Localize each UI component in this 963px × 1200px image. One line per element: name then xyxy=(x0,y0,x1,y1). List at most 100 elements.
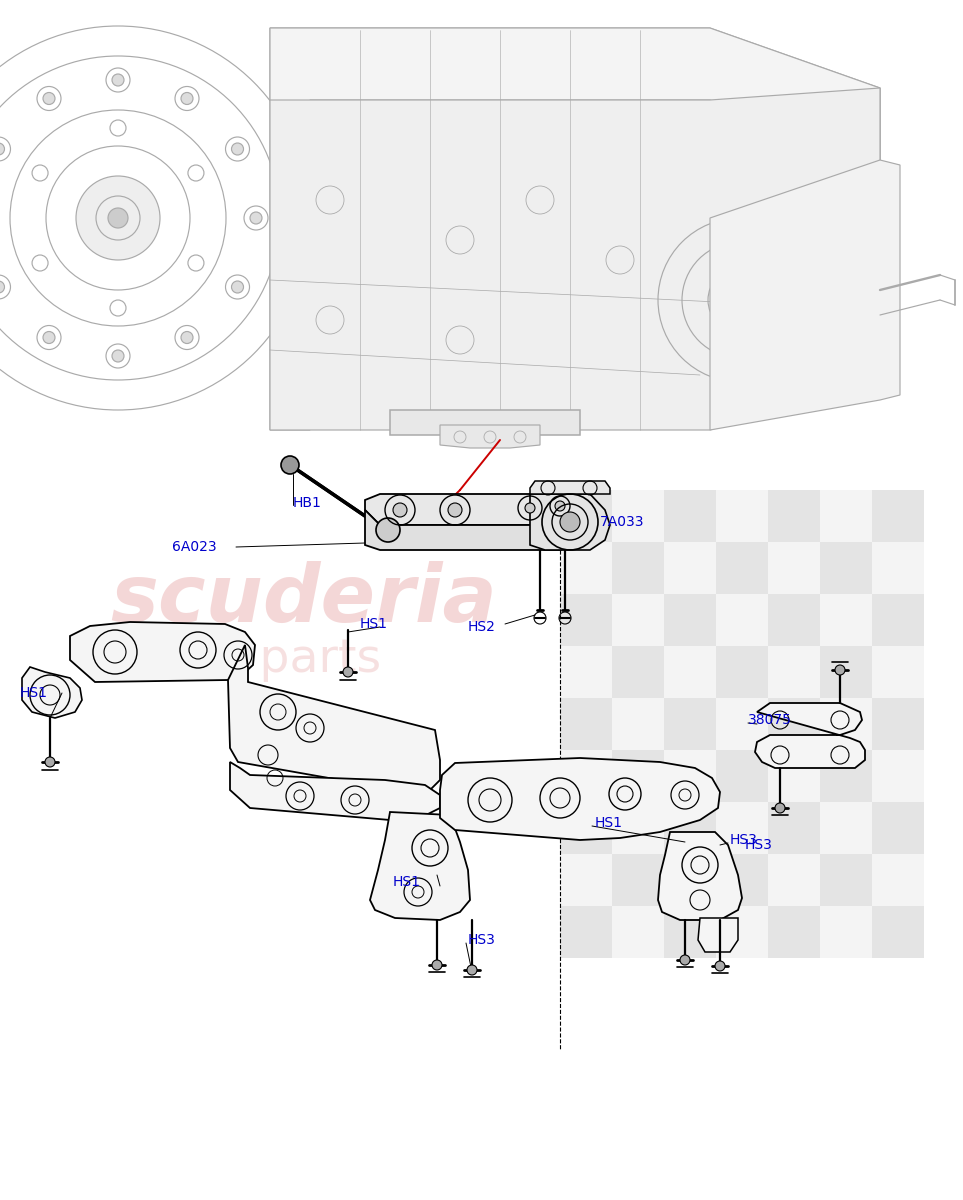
Bar xyxy=(820,594,872,646)
Bar xyxy=(768,698,820,750)
Text: scuderia: scuderia xyxy=(110,560,497,638)
Bar xyxy=(716,906,768,958)
Bar xyxy=(612,646,664,698)
Polygon shape xyxy=(530,494,610,550)
Bar xyxy=(716,750,768,802)
Text: HS2: HS2 xyxy=(468,620,496,634)
Bar xyxy=(716,594,768,646)
Bar xyxy=(560,698,612,750)
Bar xyxy=(664,542,716,594)
Bar xyxy=(768,750,820,802)
Bar xyxy=(768,854,820,906)
Bar xyxy=(768,490,820,542)
Polygon shape xyxy=(270,88,880,430)
Bar xyxy=(612,542,664,594)
Bar xyxy=(872,854,924,906)
Circle shape xyxy=(555,502,565,511)
Circle shape xyxy=(376,518,400,542)
Bar xyxy=(560,854,612,906)
Bar xyxy=(612,854,664,906)
Bar xyxy=(664,750,716,802)
Circle shape xyxy=(112,350,124,362)
Bar xyxy=(768,542,820,594)
Bar xyxy=(612,750,664,802)
Polygon shape xyxy=(70,622,255,682)
Circle shape xyxy=(250,212,262,224)
Bar xyxy=(820,490,872,542)
Circle shape xyxy=(0,143,5,155)
Bar xyxy=(872,490,924,542)
Polygon shape xyxy=(365,494,578,526)
Bar xyxy=(560,490,612,542)
Bar xyxy=(820,854,872,906)
Circle shape xyxy=(680,955,690,965)
Polygon shape xyxy=(228,646,440,794)
Polygon shape xyxy=(270,28,880,430)
Bar xyxy=(716,698,768,750)
Polygon shape xyxy=(365,510,578,550)
Bar xyxy=(716,854,768,906)
Circle shape xyxy=(775,803,785,814)
Circle shape xyxy=(448,503,462,517)
Circle shape xyxy=(112,74,124,86)
Circle shape xyxy=(0,281,5,293)
Text: HS1: HS1 xyxy=(20,686,48,700)
Bar xyxy=(872,542,924,594)
Text: HS3: HS3 xyxy=(468,934,496,947)
Bar xyxy=(820,802,872,854)
Polygon shape xyxy=(230,762,440,820)
Bar xyxy=(664,906,716,958)
Circle shape xyxy=(231,281,244,293)
Bar xyxy=(872,802,924,854)
Bar xyxy=(820,646,872,698)
Polygon shape xyxy=(530,481,610,494)
Text: HS1: HS1 xyxy=(360,617,388,631)
Circle shape xyxy=(108,208,128,228)
Bar xyxy=(716,646,768,698)
Bar xyxy=(612,906,664,958)
Bar xyxy=(664,698,716,750)
Circle shape xyxy=(231,143,244,155)
Polygon shape xyxy=(698,918,738,952)
Bar xyxy=(560,646,612,698)
Circle shape xyxy=(43,92,55,104)
Bar xyxy=(716,802,768,854)
Text: HS3: HS3 xyxy=(730,833,758,847)
Text: car  parts: car parts xyxy=(155,637,381,683)
Bar xyxy=(820,906,872,958)
Bar xyxy=(612,698,664,750)
Polygon shape xyxy=(710,160,900,430)
Bar xyxy=(716,490,768,542)
Circle shape xyxy=(726,286,754,314)
Circle shape xyxy=(393,503,407,517)
Circle shape xyxy=(343,667,353,677)
Polygon shape xyxy=(755,703,865,768)
Bar xyxy=(560,542,612,594)
Polygon shape xyxy=(370,812,470,920)
Polygon shape xyxy=(22,667,82,718)
Polygon shape xyxy=(390,410,580,434)
Polygon shape xyxy=(440,425,540,448)
Bar xyxy=(872,698,924,750)
Bar xyxy=(560,750,612,802)
Circle shape xyxy=(181,92,193,104)
Text: 38075: 38075 xyxy=(748,713,792,727)
Circle shape xyxy=(45,757,55,767)
Bar xyxy=(560,802,612,854)
Bar xyxy=(560,906,612,958)
Circle shape xyxy=(43,331,55,343)
Bar xyxy=(560,594,612,646)
Bar xyxy=(664,646,716,698)
Bar xyxy=(716,542,768,594)
Bar xyxy=(820,750,872,802)
Bar xyxy=(664,594,716,646)
Bar xyxy=(872,750,924,802)
Bar xyxy=(664,802,716,854)
Circle shape xyxy=(281,456,299,474)
Circle shape xyxy=(467,965,477,974)
Circle shape xyxy=(525,503,535,514)
Bar xyxy=(664,490,716,542)
Bar xyxy=(664,854,716,906)
Circle shape xyxy=(715,961,725,971)
Bar xyxy=(768,646,820,698)
